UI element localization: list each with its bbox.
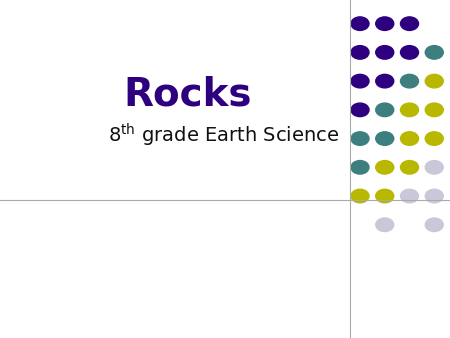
Circle shape (376, 189, 394, 203)
Text: 8$^{\mathregular{th}}$ grade Earth Science: 8$^{\mathregular{th}}$ grade Earth Scien… (108, 122, 339, 149)
Text: Rocks: Rocks (123, 76, 252, 114)
Circle shape (376, 161, 394, 174)
Circle shape (376, 132, 394, 145)
Circle shape (425, 189, 443, 203)
Circle shape (400, 17, 418, 30)
Circle shape (376, 103, 394, 117)
Circle shape (425, 46, 443, 59)
Circle shape (351, 161, 369, 174)
Circle shape (351, 103, 369, 117)
Circle shape (376, 218, 394, 232)
Circle shape (351, 189, 369, 203)
Circle shape (400, 132, 418, 145)
Circle shape (425, 103, 443, 117)
Circle shape (376, 46, 394, 59)
Circle shape (400, 46, 418, 59)
Circle shape (351, 17, 369, 30)
Circle shape (425, 218, 443, 232)
Circle shape (351, 132, 369, 145)
Circle shape (425, 132, 443, 145)
Circle shape (351, 74, 369, 88)
Circle shape (400, 189, 418, 203)
Circle shape (376, 17, 394, 30)
Circle shape (400, 74, 418, 88)
Circle shape (400, 103, 418, 117)
Circle shape (425, 161, 443, 174)
Circle shape (425, 74, 443, 88)
Circle shape (400, 161, 418, 174)
Circle shape (376, 74, 394, 88)
Circle shape (351, 46, 369, 59)
